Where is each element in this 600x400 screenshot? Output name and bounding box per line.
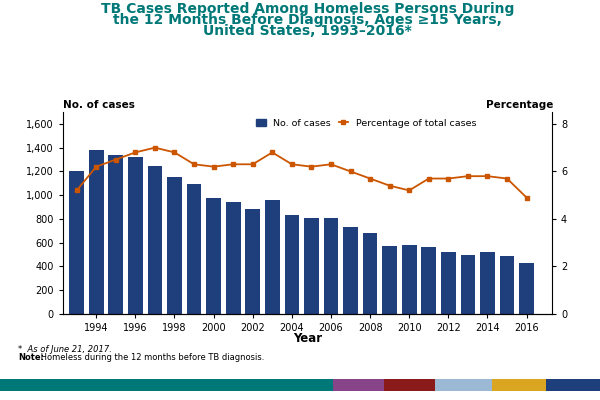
- Text: No. of cases: No. of cases: [63, 100, 135, 110]
- Text: TB Cases Reported Among Homeless Persons During: TB Cases Reported Among Homeless Persons…: [101, 2, 514, 16]
- Bar: [226, 202, 241, 314]
- Bar: [323, 218, 338, 314]
- Text: the 12 Months Before Diagnosis, Ages ≥15 Years,: the 12 Months Before Diagnosis, Ages ≥15…: [113, 13, 502, 27]
- Bar: [70, 170, 84, 314]
- Bar: [245, 210, 260, 314]
- Text: Percentage: Percentage: [486, 100, 553, 110]
- Bar: [109, 155, 123, 314]
- Bar: [128, 157, 143, 314]
- Bar: [265, 200, 280, 314]
- Bar: [148, 166, 162, 314]
- Bar: [304, 218, 319, 314]
- Bar: [89, 150, 104, 314]
- Text: Year: Year: [293, 332, 322, 344]
- Bar: [500, 256, 514, 314]
- Bar: [187, 184, 202, 314]
- Bar: [421, 248, 436, 314]
- Bar: [441, 252, 455, 314]
- Bar: [284, 215, 299, 314]
- Bar: [167, 177, 182, 314]
- Bar: [343, 227, 358, 314]
- Bar: [363, 233, 377, 314]
- Bar: [461, 254, 475, 314]
- Text: United States, 1993–2016*: United States, 1993–2016*: [203, 24, 412, 38]
- Legend: No. of cases, Percentage of total cases: No. of cases, Percentage of total cases: [254, 117, 478, 130]
- Bar: [519, 263, 534, 314]
- Bar: [206, 198, 221, 314]
- Bar: [382, 246, 397, 314]
- Bar: [480, 252, 495, 314]
- Text: Note:: Note:: [18, 353, 44, 362]
- Text: Homeless during the 12 months before TB diagnosis.: Homeless during the 12 months before TB …: [38, 353, 264, 362]
- Text: *  As of June 21, 2017.: * As of June 21, 2017.: [18, 345, 112, 354]
- Bar: [402, 245, 416, 314]
